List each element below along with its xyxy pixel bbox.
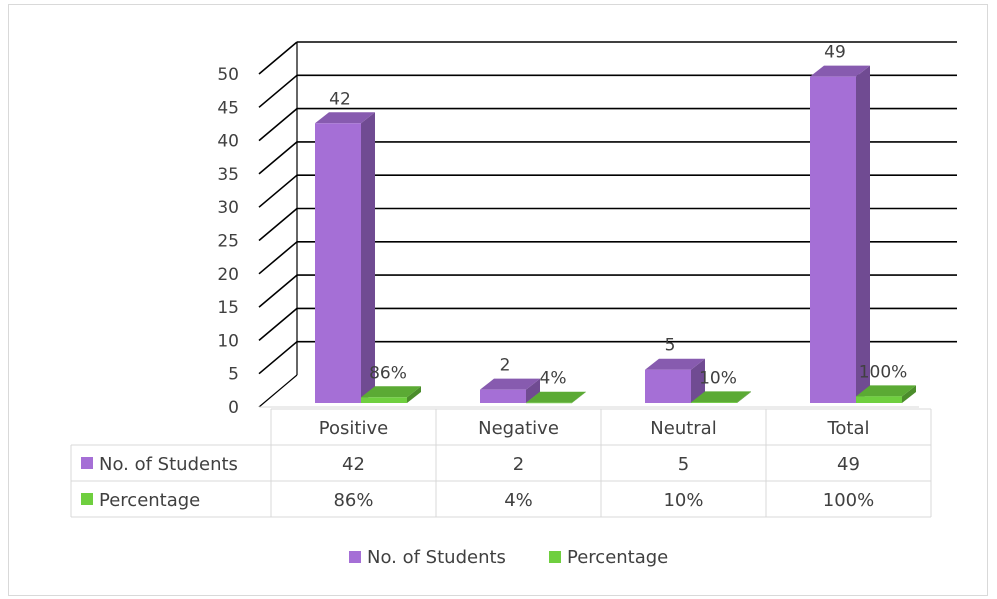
table-cell: 100%: [823, 490, 874, 511]
gridline-side: [258, 41, 298, 75]
bar-percentage-top: [526, 391, 586, 403]
data-label: 49: [824, 43, 846, 63]
bar-percentage-side: [902, 385, 916, 403]
bar-students: [810, 76, 856, 403]
y-tick-label: 50: [217, 65, 239, 85]
y-tick-label: 25: [217, 232, 239, 252]
data-label: 100%: [859, 362, 908, 382]
y-tick-label: 10: [217, 331, 239, 351]
table-series-name: No. of Students: [99, 454, 238, 475]
gridline-side: [258, 141, 298, 175]
gridline-side: [258, 274, 298, 308]
bar-students-side: [856, 65, 870, 403]
bars: [315, 65, 916, 404]
bar-percentage: [856, 396, 902, 403]
bar-students: [480, 389, 526, 403]
table-cell: 49: [837, 454, 860, 475]
bar-students-side: [361, 112, 375, 403]
bar-percentage-side: [572, 391, 586, 403]
legend-swatch: [549, 551, 561, 563]
table-cell: 86%: [333, 490, 373, 511]
table-cell: 4%: [504, 490, 533, 511]
floor-edge: [258, 374, 298, 408]
chart-frame: 0 5 10 15 20 25 30 35 40 45 50 42 86% 2 4% 5 10% 49 100% …: [8, 4, 988, 596]
gridline-side: [258, 341, 298, 375]
gridline-side: [258, 74, 298, 108]
legend: No. of Students Percentage: [349, 547, 668, 568]
x-tick-label: Total: [826, 418, 869, 439]
bar-students-side: [691, 358, 705, 403]
gridline-side: [258, 307, 298, 342]
data-label: 10%: [699, 368, 737, 388]
gridline-side: [258, 207, 298, 242]
bar-percentage: [526, 402, 572, 404]
bar-percentage: [361, 397, 407, 403]
data-label: 42: [329, 89, 351, 109]
bar-students-top: [480, 378, 540, 390]
bar-percentage: [691, 402, 737, 403]
gridline-side: [258, 107, 298, 142]
bar-students-top: [645, 358, 705, 370]
x-tick-label: Neutral: [650, 418, 716, 439]
data-label: 2: [500, 356, 511, 376]
y-axis-tick-labels: 0 5 10 15 20 25 30 35 40 45 50: [217, 65, 239, 418]
bar-percentage-top: [361, 386, 421, 398]
table-series-key: [81, 457, 93, 469]
legend-swatch: [349, 551, 361, 563]
table-cell: 42: [342, 454, 365, 475]
data-labels: 42 86% 2 4% 5 10% 49 100%: [329, 43, 907, 389]
legend-entry: Percentage: [567, 547, 668, 568]
y-tick-label: 30: [217, 198, 239, 218]
data-table: Positive Negative Neutral Total No. of Stude…: [70, 408, 932, 518]
legend-entry: No. of Students: [367, 547, 506, 568]
bar-students-top: [810, 65, 870, 77]
data-label: 4%: [540, 369, 567, 389]
table-cell: 2: [513, 454, 524, 475]
y-tick-label: 45: [217, 98, 239, 118]
bar-students-top: [315, 112, 375, 124]
x-tick-label: Positive: [319, 418, 388, 439]
y-tick-label: 0: [228, 398, 239, 418]
bar-students: [315, 123, 361, 403]
bar-percentage-side: [737, 391, 751, 403]
bar-percentage-top: [691, 391, 751, 403]
gridline-side: [258, 241, 298, 275]
y-tick-label: 15: [217, 298, 239, 318]
y-tick-label: 20: [217, 265, 239, 285]
bar-students-side: [526, 378, 540, 403]
y-tick-label: 40: [217, 132, 239, 152]
table-series-name: Percentage: [99, 490, 200, 511]
table-cell: 10%: [663, 490, 703, 511]
bar-students: [645, 369, 691, 403]
table-series-key: [81, 493, 93, 505]
bar-percentage-side: [407, 386, 421, 403]
data-label: 86%: [369, 363, 407, 383]
y-tick-label: 5: [228, 365, 239, 385]
y-tick-label: 35: [217, 165, 239, 185]
bar-percentage-top: [856, 385, 916, 397]
gridline-side: [258, 174, 298, 208]
table-cell: 5: [678, 454, 689, 475]
x-tick-label: Negative: [478, 418, 559, 439]
data-label: 5: [665, 336, 676, 356]
